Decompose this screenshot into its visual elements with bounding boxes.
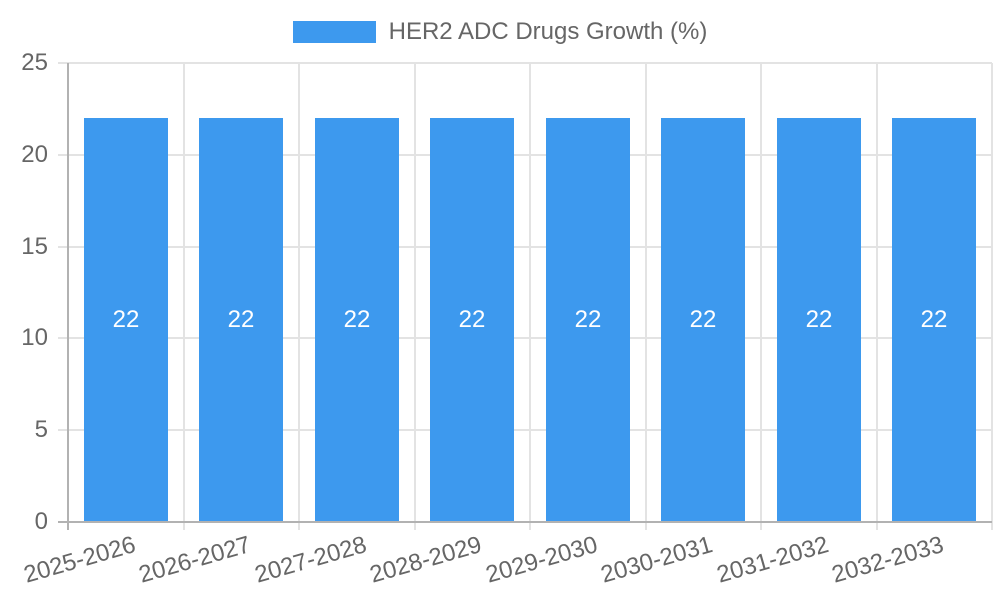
vertical-gridline xyxy=(760,63,762,530)
vertical-gridline xyxy=(529,63,531,530)
x-axis-tick-label: 2029-2030 xyxy=(483,531,601,589)
vertical-gridline xyxy=(876,63,878,530)
bar-value-label: 22 xyxy=(574,306,602,333)
vertical-gridline xyxy=(298,63,300,530)
horizontal-gridline xyxy=(58,337,992,339)
legend-swatch-icon xyxy=(292,21,376,43)
legend-label: HER2 ADC Drugs Growth (%) xyxy=(388,18,708,45)
bar xyxy=(315,118,399,522)
x-axis-tick-label: 2028-2029 xyxy=(367,531,485,589)
y-axis-tick-label: 0 xyxy=(34,508,48,535)
bar-value-label: 22 xyxy=(112,306,140,333)
bar-value-label: 22 xyxy=(920,306,948,333)
y-axis-tick-label: 10 xyxy=(21,324,48,351)
vertical-gridline xyxy=(645,63,647,530)
bar-value-label: 22 xyxy=(689,306,717,333)
bar-value-label: 22 xyxy=(343,306,371,333)
x-axis-tick-label: 2031-2032 xyxy=(714,531,832,589)
x-axis-tick-label: 2032-2033 xyxy=(829,531,947,589)
vertical-gridline xyxy=(183,63,185,530)
x-axis-tick-label: 2030-2031 xyxy=(598,531,716,589)
y-axis-tick-label: 20 xyxy=(21,141,48,168)
x-axis-line xyxy=(58,521,992,523)
bar xyxy=(892,118,976,522)
x-axis-tick-label: 2027-2028 xyxy=(252,531,370,589)
bar xyxy=(661,118,745,522)
bar-value-label: 22 xyxy=(227,306,255,333)
bar-value-label: 22 xyxy=(458,306,486,333)
y-axis-tick-label: 25 xyxy=(21,49,48,76)
chart-legend-item[interactable]: HER2 ADC Drugs Growth (%) xyxy=(0,20,1000,44)
y-axis-tick-label: 5 xyxy=(34,416,48,443)
vertical-gridline xyxy=(414,63,416,530)
horizontal-gridline xyxy=(58,429,992,431)
y-axis-tick-label: 15 xyxy=(21,233,48,260)
bar xyxy=(84,118,168,522)
y-axis-line xyxy=(67,63,69,530)
bar-value-label: 22 xyxy=(805,306,833,333)
x-axis-tick-label: 2025-2026 xyxy=(21,531,139,589)
x-axis-tick-label: 2026-2027 xyxy=(136,531,254,589)
bar xyxy=(199,118,283,522)
horizontal-gridline xyxy=(58,154,992,156)
horizontal-gridline xyxy=(58,62,992,64)
horizontal-gridline xyxy=(58,246,992,248)
bar xyxy=(430,118,514,522)
bar xyxy=(777,118,861,522)
vertical-gridline xyxy=(991,63,993,530)
bar xyxy=(546,118,630,522)
